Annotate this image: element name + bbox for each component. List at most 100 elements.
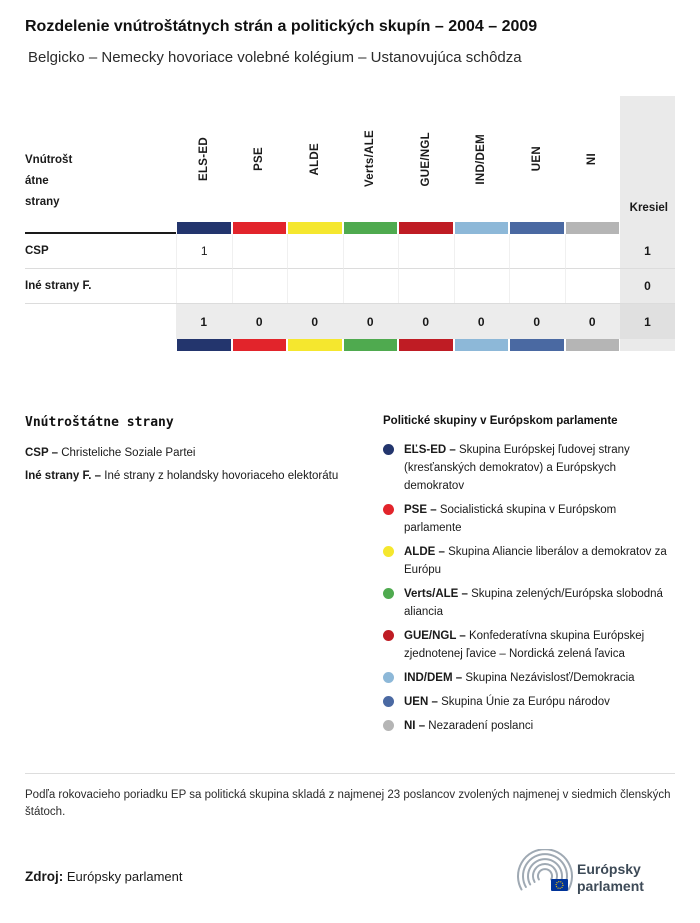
footnote: Podľa rokovacieho poriadku EP sa politic… [25, 773, 675, 821]
legend-term: Verts/ALE – [404, 588, 468, 600]
total-value: 0 [231, 303, 287, 339]
totals-row-spacer [25, 303, 176, 339]
legend-term: ALDE – [404, 546, 445, 558]
group-bar-cell [232, 222, 288, 234]
legend: Vnútroštátne strany CSP – Christeliche S… [25, 415, 675, 741]
page-title: Rozdelenie vnútroštátnych strán a politi… [25, 18, 538, 35]
column-header-label: IND/DEM [475, 133, 488, 185]
legend-national-parties: Vnútroštátne strany CSP – Christeliche S… [25, 415, 383, 741]
group-color-dot [383, 444, 394, 455]
header-underline [25, 222, 176, 234]
legend-desc: Skupina Únie za Európu národov [441, 696, 610, 708]
page-subtitle: Belgicko – Nemecky hovoriace volebné kol… [28, 49, 522, 66]
group-bar-cell [343, 339, 399, 351]
source-line: Zdroj: Európsky parlament [25, 869, 183, 884]
hemicycle-arcs-icon [517, 849, 573, 891]
legend-right-heading: Politické skupiny v Európskom parlamente [383, 415, 618, 427]
group-legend-item: Verts/ALE – Skupina zelených/Európska sl… [383, 585, 675, 621]
cell-value [509, 268, 565, 303]
legend-desc: Socialistická skupina v Európskom parlam… [404, 504, 617, 534]
group-color-dot [383, 504, 394, 515]
legend-desc: Christeliche Soziale Partei [61, 447, 196, 459]
seats-column-spacer [620, 222, 675, 234]
legend-term: EĽS-ED – [404, 444, 456, 456]
party-legend-item: Iné strany F. – Iné strany z holandsky h… [25, 470, 383, 482]
legend-desc: Nezaradení poslanci [428, 720, 534, 732]
total-value: 0 [509, 303, 565, 339]
legend-term: CSP – [25, 447, 59, 459]
group-bar-cell [398, 222, 454, 234]
group-color-bar [399, 222, 453, 234]
group-legend-text: ALDE – Skupina Aliancie liberálov a demo… [404, 543, 675, 579]
logo-text-line1: Európsky [577, 861, 641, 877]
group-color-bar [510, 339, 564, 351]
group-legend-text: NI – Nezaradení poslanci [404, 717, 675, 735]
row-label-ine-strany: Iné strany F. [25, 268, 176, 303]
group-bar-cell [454, 339, 510, 351]
column-header-gue-ngl: GUE/NGL [398, 96, 454, 222]
legend-desc: Iné strany z holandsky hovoriaceho elekt… [104, 470, 339, 482]
group-bar-cell [509, 339, 565, 351]
legend-left-heading: Vnútroštátne strany [25, 415, 174, 430]
logo-text-line2: parlament [577, 878, 644, 894]
group-color-bar [177, 339, 231, 351]
row-header-line: átne [25, 175, 49, 187]
column-header-label: GUE/NGL [419, 131, 432, 187]
legend-desc: Skupina Nezávislosť/Demokracia [465, 672, 635, 684]
group-legend-item: NI – Nezaradení poslanci [383, 717, 675, 735]
group-color-bar [288, 222, 342, 234]
group-bar-cell [287, 222, 343, 234]
total-seats-value: 1 [620, 303, 675, 339]
legend-term: Iné strany F. – [25, 470, 102, 482]
group-legend-text: UEN – Skupina Únie za Európu národov [404, 693, 675, 711]
column-header-label: ELS-ED [197, 137, 210, 181]
group-color-dot [383, 588, 394, 599]
legend-desc: Konfederatívna skupina Európskej zjednot… [404, 630, 645, 660]
group-color-bar [343, 339, 397, 351]
group-bar-cell [343, 222, 399, 234]
seats-label: Kresiel [629, 202, 668, 214]
party-legend-item: CSP – Christeliche Soziale Partei [25, 447, 383, 459]
cell-value: 1 [176, 234, 232, 268]
column-header-pse: PSE [232, 96, 288, 222]
cell-value [453, 268, 509, 303]
total-value: 0 [287, 303, 343, 339]
row-header-line: strany [25, 196, 60, 208]
group-legend-item: IND/DEM – Skupina Nezávislosť/Demokracia [383, 669, 675, 687]
group-bar-cell [398, 339, 454, 351]
source-value: Európsky parlament [66, 868, 183, 884]
seats-table: Vnútrošt átne strany ELS-ED PSE ALDE Ver… [25, 96, 675, 351]
row-header-line: Vnútrošt [25, 154, 73, 166]
column-header-verts-ale: Verts/ALE [343, 96, 399, 222]
group-color-bar [510, 222, 564, 234]
group-legend-item: ALDE – Skupina Aliancie liberálov a demo… [383, 543, 675, 579]
column-header-ni: NI [565, 96, 621, 222]
group-bar-cell [176, 222, 232, 234]
legend-desc: Skupina Európskej ľudovej strany (kresťa… [404, 444, 630, 492]
column-header-label: UEN [530, 146, 543, 172]
group-color-bar [399, 339, 453, 351]
footer: Zdroj: Európsky parlament Európsky parla… [25, 849, 675, 903]
group-color-bar [454, 339, 508, 351]
seats-column-spacer [620, 339, 675, 351]
cell-value [398, 234, 454, 268]
row-label-csp: CSP [25, 245, 49, 257]
legend-term: IND/DEM – [404, 672, 463, 684]
group-color-bar [177, 222, 231, 234]
total-value: 0 [564, 303, 620, 339]
row-header-title: Vnútrošt átne strany [25, 96, 176, 222]
ep-logo: Európsky parlament [517, 849, 644, 894]
group-legend-text: PSE – Socialistická skupina v Európskom … [404, 501, 675, 537]
cell-value [453, 234, 510, 268]
cell-value [287, 268, 343, 303]
total-value: 0 [453, 303, 509, 339]
cell-value [231, 234, 288, 268]
total-value: 0 [342, 303, 398, 339]
group-bar-cell [176, 339, 232, 351]
cell-value [509, 234, 565, 268]
seats-value: 1 [620, 234, 675, 268]
column-header-alde: ALDE [287, 96, 343, 222]
group-color-bar [343, 222, 397, 234]
group-color-dot [383, 546, 394, 557]
total-value: 1 [176, 303, 232, 339]
